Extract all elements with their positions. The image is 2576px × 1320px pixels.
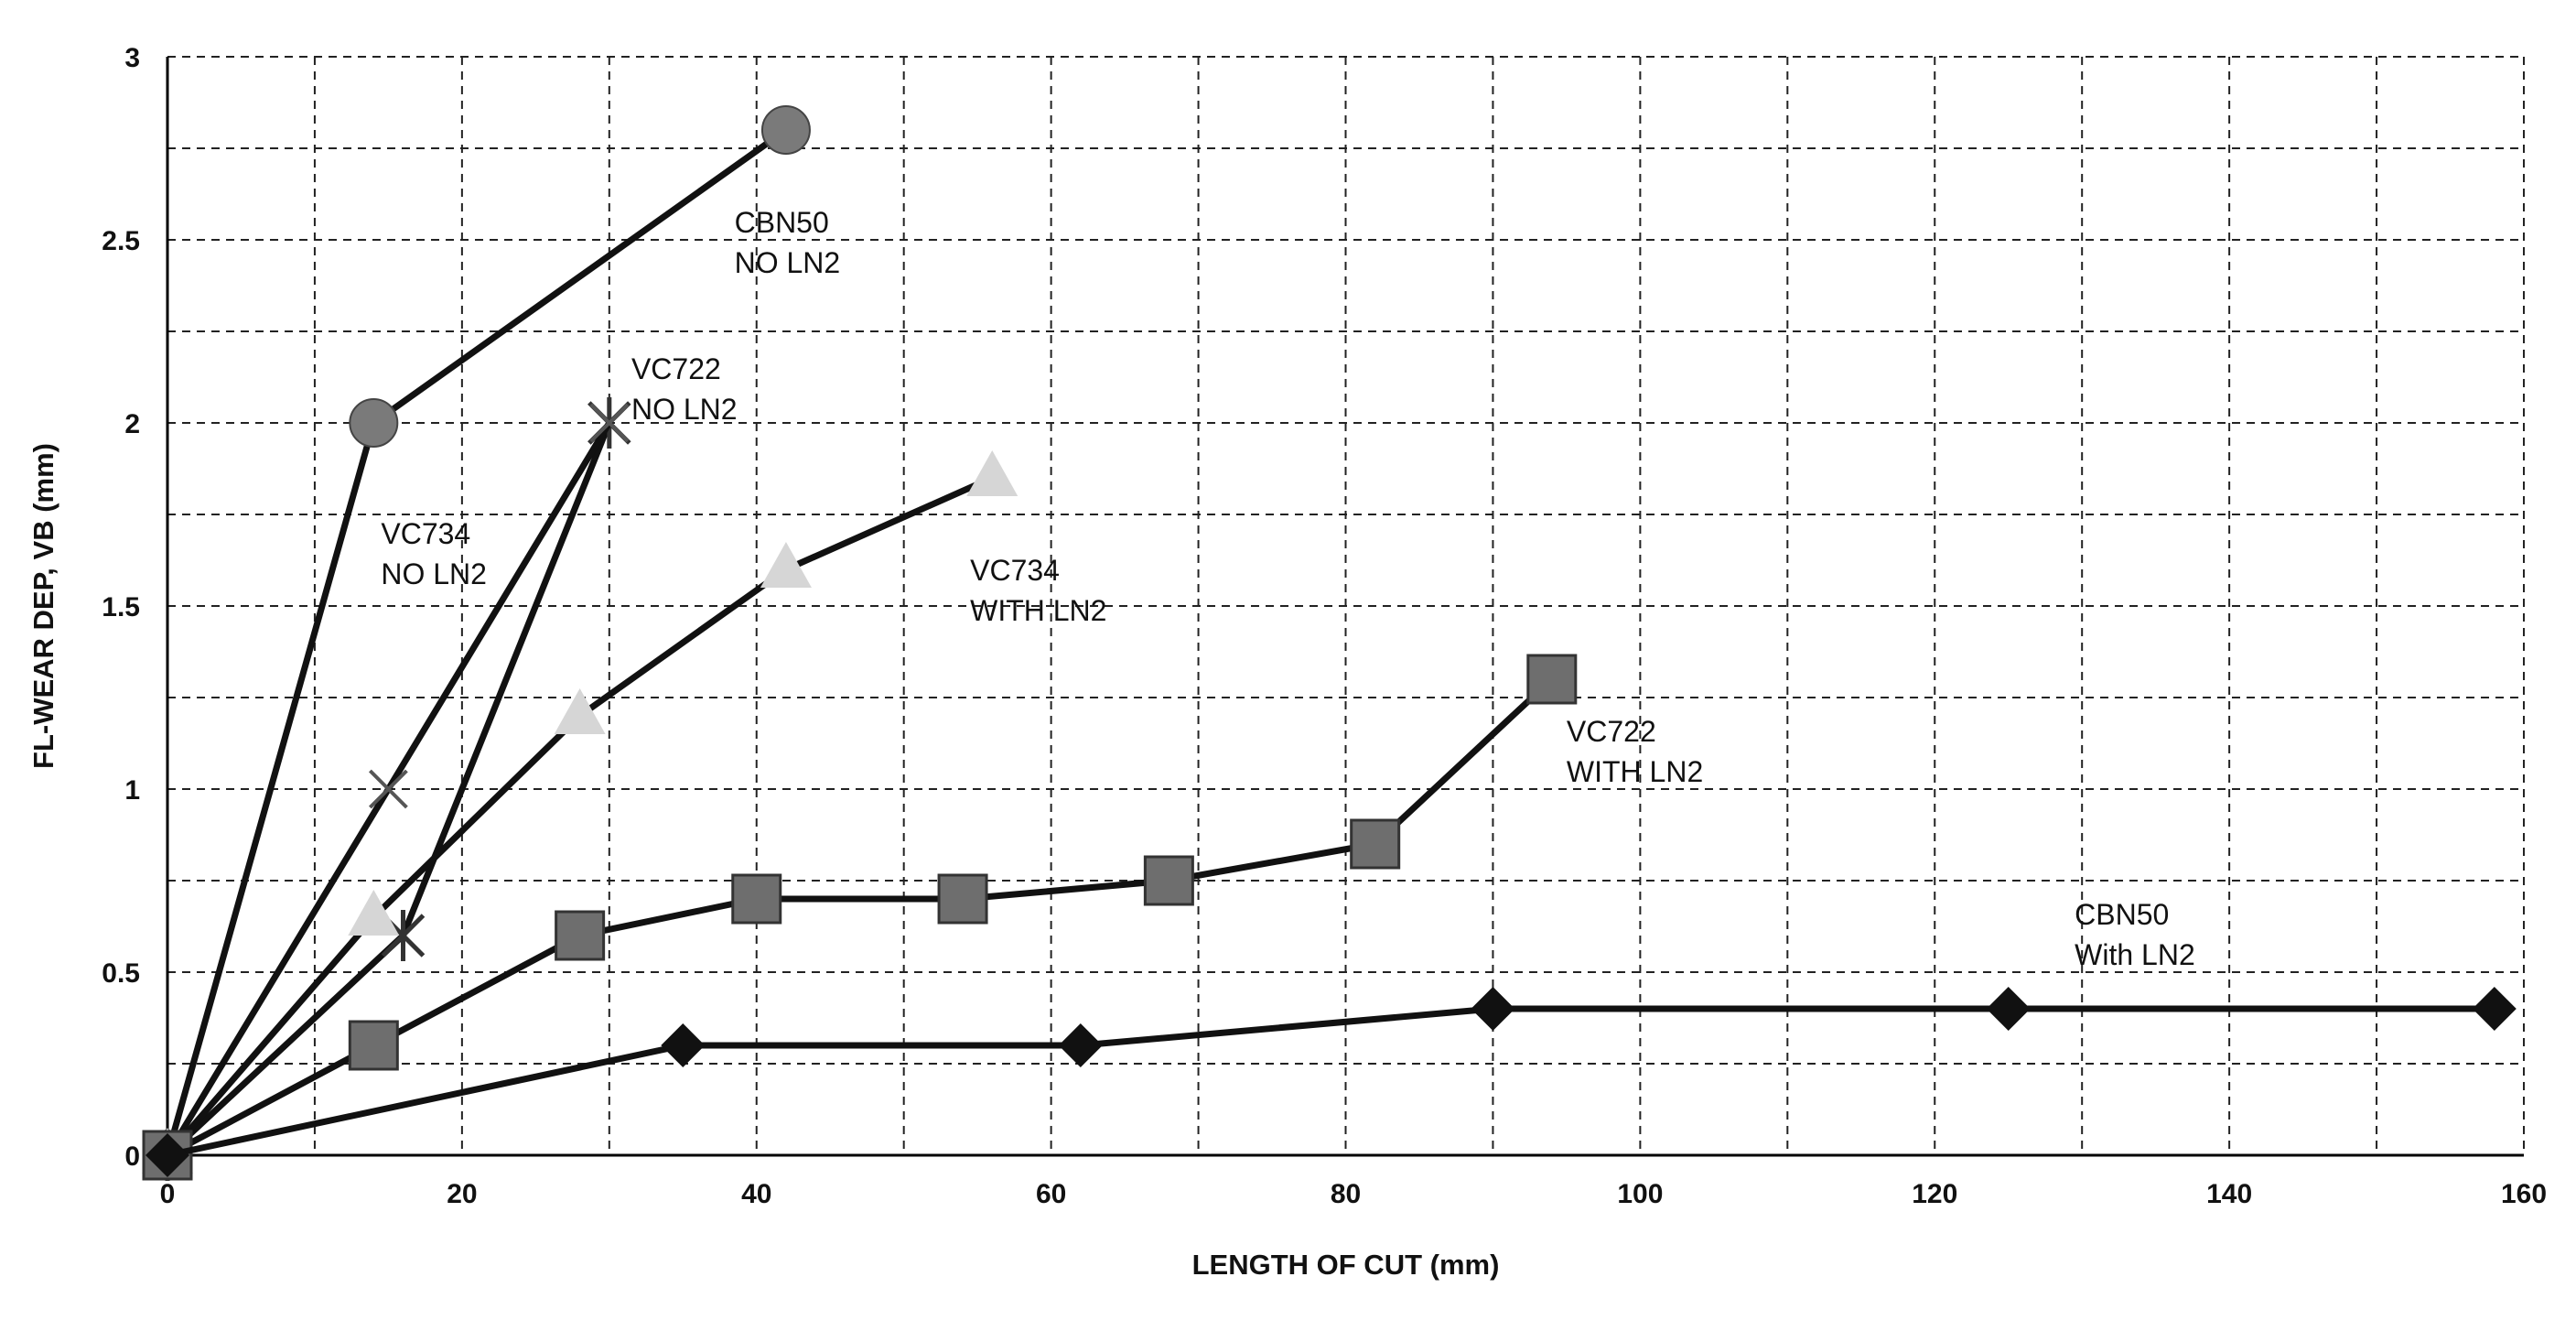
data-point [966,450,1019,496]
axes: 0 20 40 60 80 100 120 140 160 0 0.5 1 1.5 2 2.5 3 [102,43,2547,1209]
x-tick-label: 60 [1036,1179,1066,1209]
x-tick-label: 100 [1617,1179,1663,1209]
annotation-line: VC734 [381,517,470,550]
data-point [1350,818,1401,870]
annotation-line: VC722 [1567,715,1656,748]
data-point [348,890,400,936]
series-annotation: VC722 WITH LN2 [1567,715,1703,788]
series-annotation: CBN50 With LN2 [2075,898,2195,971]
data-point [348,1020,399,1071]
data-point [554,688,606,734]
x-tick-label: 20 [447,1179,477,1209]
data-point [1058,1023,1103,1067]
series-vc722-with-ln2 [142,654,1578,1181]
annotation-line: WITH LN2 [970,594,1106,627]
grid [167,56,2525,1156]
y-tick-label: 2.5 [102,226,140,256]
y-tick-label: 0.5 [102,958,140,989]
series-cbn50-with-ln2 [146,987,2517,1177]
annotation-line: WITH LN2 [1567,755,1703,788]
data-point [1143,855,1194,906]
y-tick-label: 1 [124,775,140,806]
series-line [164,676,1556,1159]
data-point [2472,987,2517,1031]
data-point [731,873,782,925]
data-point [760,105,811,155]
series-annotation: CBN50 NO LN2 [735,206,841,279]
data-point [368,769,408,809]
y-axis-title: FL-WEAR DEP, VB (mm) [27,443,59,769]
y-tick-label: 1.5 [102,592,140,622]
series-annotation: VC722 NO LN2 [631,352,738,426]
annotation-line: CBN50 [735,206,829,239]
data-point [760,542,812,588]
y-tick-label: 3 [124,43,140,73]
series-line [164,1005,2498,1159]
data-point [661,1023,706,1067]
series-annotation: VC734 WITH LN2 [970,554,1106,627]
series-annotation: VC734 NO LN2 [381,517,487,590]
annotation-line: VC722 [631,352,721,385]
annotation-line: VC734 [970,554,1060,587]
series-layer [142,105,2517,1181]
data-point [146,1133,189,1177]
x-tick-label: 40 [741,1179,771,1209]
annotation-line: NO LN2 [631,393,738,426]
annotation-line: NO LN2 [735,246,841,279]
data-point [555,910,606,961]
x-tick-label: 0 [160,1179,176,1209]
annotation-line: With LN2 [2075,938,2195,971]
x-tick-label: 140 [2206,1179,2252,1209]
y-tick-label: 2 [124,409,140,439]
data-point [1986,987,2031,1031]
x-tick-label: 80 [1331,1179,1361,1209]
data-point [1526,654,1578,705]
y-tick-label: 0 [124,1141,140,1172]
data-point [937,873,988,925]
data-point [589,403,630,443]
data-point [1471,987,1515,1031]
x-tick-label: 160 [2501,1179,2547,1209]
x-tick-label: 120 [1912,1179,1957,1209]
annotation-line: NO LN2 [381,557,487,590]
annotations: CBN50 NO LN2 VC722 NO LN2 VC734 NO LN2 VC734 WI… [381,206,2194,971]
annotation-line: CBN50 [2075,898,2169,931]
series-line [164,474,996,1159]
data-point [349,398,399,448]
x-axis-title: LENGTH OF CUT (mm) [1192,1249,1500,1281]
